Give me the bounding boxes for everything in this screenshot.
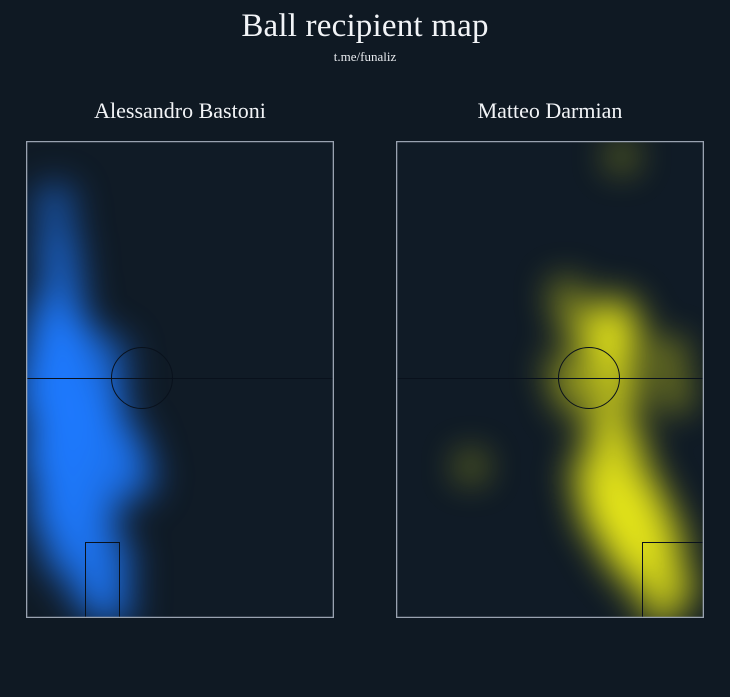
panels-container: Alessandro Bastoni Matteo Darmian — [0, 96, 730, 636]
pitch-right — [396, 141, 704, 618]
panel-darmian: Matteo Darmian — [396, 96, 704, 618]
heatmap-layer-left — [27, 142, 333, 617]
pitch-left — [26, 141, 334, 618]
pitch-surface-left — [26, 141, 334, 618]
page-title: Ball recipient map — [241, 8, 489, 44]
chart-header: Ball recipient map t.me/funaliz — [0, 0, 730, 65]
panel-title-right: Matteo Darmian — [477, 98, 623, 123]
panel-title-left: Alessandro Bastoni — [94, 98, 266, 123]
heat-blob — [651, 372, 697, 418]
pitch-surface-right — [396, 141, 704, 618]
heatmap-layer-right — [397, 142, 703, 617]
heat-blob — [85, 576, 142, 617]
panel-bastoni: Alessandro Bastoni — [26, 96, 334, 618]
heat-blob — [602, 142, 642, 176]
page-subtitle: t.me/funaliz — [333, 49, 397, 64]
heat-blob — [451, 446, 491, 486]
